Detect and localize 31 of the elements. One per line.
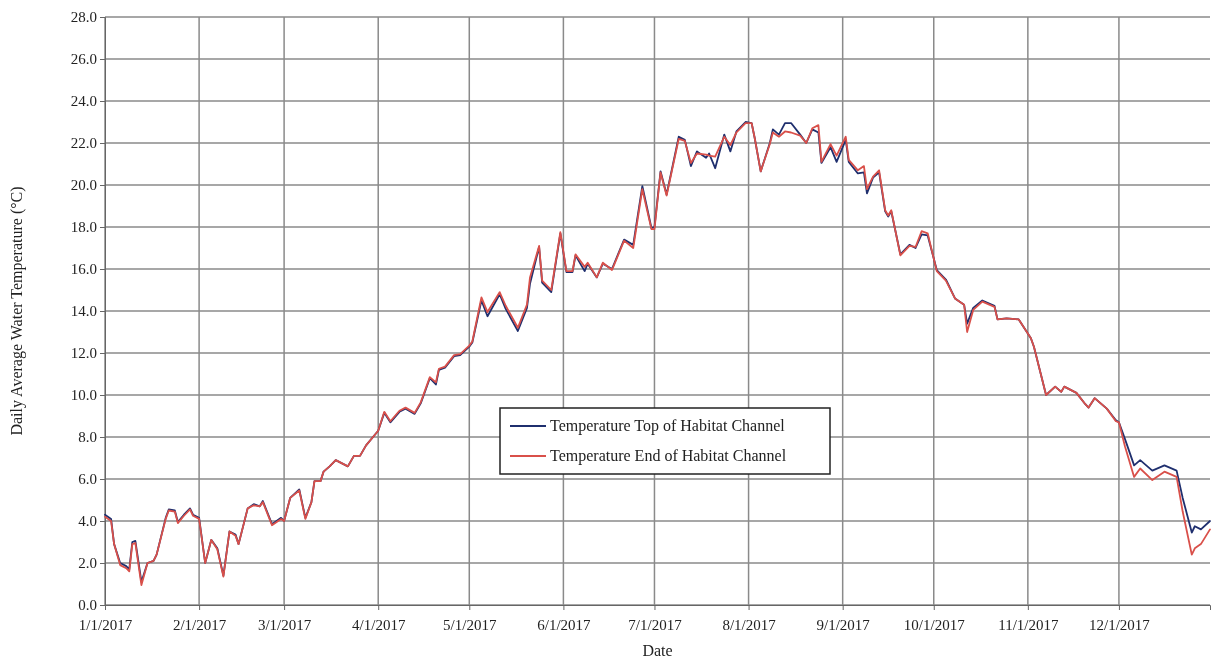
y-tick-label: 12.0 (70, 345, 97, 362)
x-tick-label: 1/1/2017 (78, 616, 133, 633)
y-tick-label: 10.0 (70, 387, 97, 404)
x-axis-title: Date (642, 642, 673, 659)
x-tick-label: 9/1/2017 (816, 616, 871, 633)
x-tick-label: 3/1/2017 (257, 616, 312, 633)
x-tick-label: 10/1/2017 (903, 616, 966, 633)
y-tick-label: 20.0 (70, 177, 97, 194)
x-tick-label: 12/1/2017 (1089, 616, 1151, 633)
y-axis-title: Daily Average Water Temperature (°C) (8, 186, 26, 436)
y-tick-label: 8.0 (78, 429, 97, 446)
y-tick-label: 24.0 (70, 93, 97, 110)
y-tick-label: 26.0 (70, 51, 97, 68)
x-tick-label: 5/1/2017 (443, 616, 497, 633)
x-tick-label: 4/1/2017 (352, 616, 406, 633)
x-tick-label: 8/1/2017 (722, 616, 777, 633)
x-tick-label: 11/1/2017 (998, 616, 1059, 633)
x-tick-label: 6/1/2017 (537, 616, 592, 633)
y-tick-label: 28.0 (70, 9, 97, 26)
y-tick-label: 16.0 (70, 261, 97, 278)
y-tick-label: 14.0 (70, 303, 97, 320)
x-tick-label: 2/1/2017 (172, 616, 227, 633)
y-tick-label: 18.0 (70, 219, 97, 236)
legend-label: Temperature Top of Habitat Channel (550, 417, 786, 435)
y-tick-label: 4.0 (78, 513, 97, 530)
y-tick-label: 2.0 (78, 555, 97, 572)
y-tick-label: 0.0 (78, 597, 97, 614)
x-tick-label: 7/1/2017 (628, 616, 683, 633)
y-tick-label: 6.0 (78, 471, 97, 488)
legend-label: Temperature End of Habitat Channel (550, 447, 787, 465)
y-tick-label: 22.0 (70, 135, 97, 152)
